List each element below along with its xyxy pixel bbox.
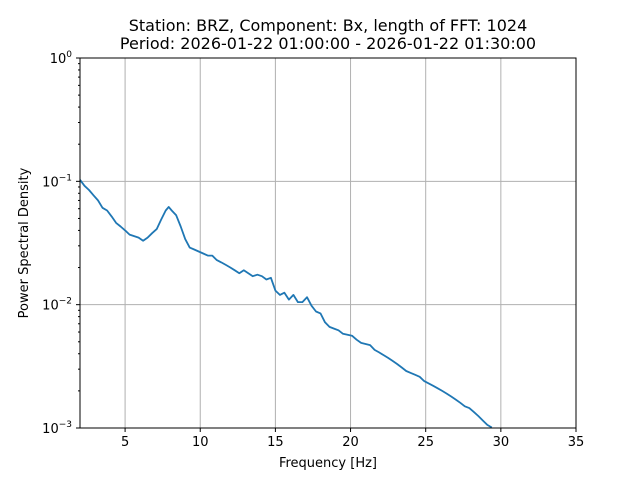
- y-tick-label: 10−3: [42, 420, 72, 437]
- chart-subtitle: Period: 2026-01-22 01:00:00 - 2026-01-22…: [120, 34, 536, 53]
- y-tick-exponent: −1: [59, 173, 72, 183]
- chart-title: Station: BRZ, Component: Bx, length of F…: [129, 16, 528, 35]
- y-tick-base: 10: [42, 175, 59, 190]
- x-tick-label: 20: [342, 435, 359, 450]
- y-tick-label: 10−2: [42, 297, 72, 314]
- x-axis-label: Frequency [Hz]: [279, 456, 377, 471]
- series-layer: [79, 179, 493, 429]
- plot-frame: [79, 57, 577, 429]
- y-tick-base: 10: [42, 422, 59, 437]
- x-tick-label: 5: [121, 435, 129, 450]
- y-tick-exponent: −3: [59, 420, 72, 430]
- y-tick-exponent: 0: [66, 50, 72, 60]
- grid: [80, 57, 577, 429]
- y-tick-base: 10: [42, 299, 59, 314]
- x-tick-label: 30: [493, 435, 510, 450]
- y-tick-label: 100: [50, 50, 73, 67]
- x-tick-label: 15: [267, 435, 284, 450]
- x-tick-label: 25: [417, 435, 434, 450]
- y-tick-base: 10: [50, 52, 67, 67]
- y-tick-exponent: −2: [59, 297, 72, 307]
- y-tick-label: 10−1: [42, 173, 72, 190]
- y-axis-label: Power Spectral Density: [17, 167, 32, 318]
- psd-series-line: [79, 179, 493, 429]
- x-tick-label: 10: [192, 435, 209, 450]
- x-tick-label: 35: [568, 435, 585, 450]
